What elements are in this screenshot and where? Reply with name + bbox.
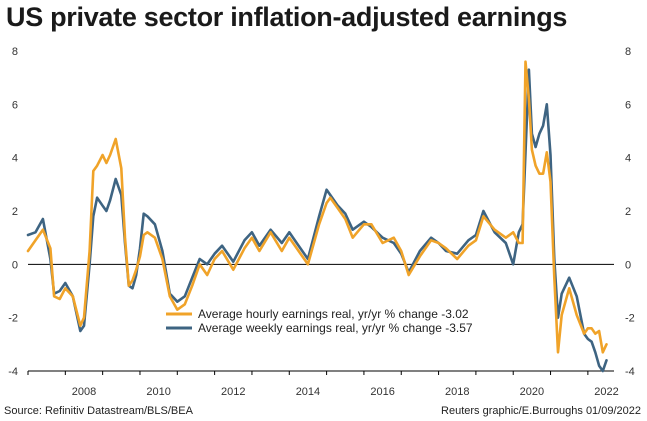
y-tick-label-right: -2 (625, 313, 635, 325)
y-tick-label-left: 8 (12, 46, 18, 58)
y-tick-label-right: 0 (625, 259, 631, 271)
y-tick-label-left: 2 (12, 206, 18, 218)
x-tick-label: 2016 (370, 386, 394, 398)
x-tick-label: 2012 (221, 386, 245, 398)
y-tick-label-right: -4 (625, 366, 635, 378)
legend-label: Average weekly earnings real, yr/yr % ch… (198, 321, 473, 335)
x-tick-label: 2010 (146, 386, 170, 398)
y-axis-left: -4 -2 0 2 4 6 8 (8, 46, 18, 378)
credit-note: Reuters graphic/E.Burroughs 01/09/2022 (441, 405, 641, 417)
y-tick-label-right: 6 (625, 99, 631, 111)
y-tick-label-left: 6 (12, 99, 18, 111)
x-tick-label: 2014 (296, 386, 320, 398)
x-tick-label: 2022 (594, 386, 618, 398)
y-tick-label-left: 0 (12, 259, 18, 271)
y-tick-label-left: -2 (8, 313, 18, 325)
x-axis: 2008 2010 2012 2014 2016 2018 2020 2022 (27, 370, 619, 398)
x-tick-label: 2008 (72, 386, 96, 398)
y-tick-label-left: -4 (8, 366, 18, 378)
source-note: Source: Refinitiv Datastream/BLS/BEA (4, 405, 193, 417)
chart-title: US private sector inflation-adjusted ear… (6, 2, 568, 32)
y-tick-label-right: 2 (625, 206, 631, 218)
x-tick-label: 2018 (445, 386, 469, 398)
series-layer (26, 60, 608, 373)
x-tick-label: 2020 (520, 386, 544, 398)
y-axis-right: -4 -2 0 2 4 6 8 (625, 46, 635, 378)
legend-label: Average hourly earnings real, yr/yr % ch… (198, 307, 469, 321)
y-tick-label-left: 4 (12, 153, 18, 165)
series-line-weekly-earnings (26, 68, 608, 373)
y-tick-label-right: 8 (625, 46, 631, 58)
y-tick-label-right: 4 (625, 153, 631, 165)
legend: Average hourly earnings real, yr/yr % ch… (166, 307, 473, 335)
series-line-hourly-earnings (26, 60, 608, 354)
